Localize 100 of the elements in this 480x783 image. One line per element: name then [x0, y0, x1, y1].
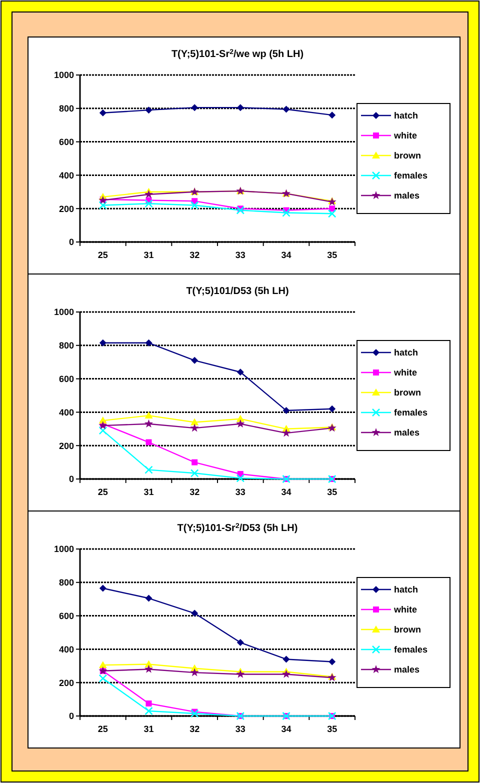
y-tick-label: 200	[58, 204, 74, 214]
x-tick-label: 25	[98, 487, 108, 497]
point	[99, 339, 106, 346]
x-tick-label: 32	[190, 724, 200, 734]
point	[190, 418, 199, 426]
y-tick-label: 1000	[54, 307, 74, 318]
legend-label: females	[394, 170, 428, 181]
point	[144, 190, 154, 198]
point	[144, 412, 153, 419]
y-tick-label: 600	[58, 610, 74, 621]
point	[191, 356, 198, 364]
y-tick-label: 600	[58, 374, 74, 384]
point	[236, 104, 244, 112]
legend-label: white	[393, 130, 418, 141]
legend-label: brown	[394, 150, 421, 161]
point	[144, 466, 153, 474]
x-tick-label: 34	[281, 724, 292, 734]
point	[328, 112, 336, 119]
y-tick-label: 0	[68, 474, 74, 484]
point	[190, 469, 199, 478]
y-tick-label: 400	[58, 644, 74, 654]
point	[282, 208, 290, 217]
point	[146, 700, 152, 706]
y-tick-label: 600	[58, 136, 74, 147]
point	[98, 421, 108, 430]
point	[144, 419, 154, 428]
point	[98, 426, 108, 435]
point	[98, 661, 107, 668]
legend-label: hatch	[394, 110, 418, 121]
x-tick-label: 31	[144, 250, 154, 260]
chart-title: T(Y;5)101-Sr$^{2}$/D53 (5h LH)	[177, 522, 298, 534]
y-tick-label: 800	[58, 104, 74, 114]
x-tick-label: 33	[235, 487, 246, 497]
point	[190, 424, 199, 432]
point	[236, 414, 244, 422]
point	[98, 416, 107, 424]
point	[144, 199, 153, 208]
point	[145, 339, 152, 346]
legend-label: males	[394, 428, 420, 438]
point	[282, 407, 290, 414]
point	[190, 201, 199, 210]
y-tick-label: 400	[58, 170, 74, 180]
legend-label: white	[393, 604, 418, 615]
y-tick-label: 800	[58, 578, 74, 588]
x-tick-label: 33	[235, 250, 246, 260]
point	[144, 664, 154, 673]
y-tick-label: 0	[68, 711, 74, 722]
x-tick-label: 35	[327, 250, 338, 260]
point	[191, 104, 198, 112]
point	[328, 405, 336, 412]
point	[236, 206, 245, 214]
point	[236, 419, 245, 428]
x-tick-label: 25	[98, 724, 108, 734]
legend-label: hatch	[394, 348, 418, 358]
legend-label: males	[394, 190, 420, 201]
chart-title: T(Y;5)101-Sr$^{2}$/we wp (5h LH)	[171, 48, 304, 60]
point	[328, 209, 336, 218]
x-tick-label: 33	[235, 724, 246, 734]
point	[190, 668, 199, 676]
y-tick-label: 200	[58, 440, 74, 451]
legend-label: females	[394, 644, 428, 655]
legend-label: males	[394, 664, 420, 675]
point	[145, 594, 152, 602]
point	[191, 610, 198, 617]
point	[99, 109, 106, 116]
x-tick-label: 32	[190, 487, 200, 497]
y-tick-label: 1000	[54, 544, 74, 554]
point	[329, 206, 336, 212]
point	[146, 439, 152, 446]
x-tick-label: 31	[144, 724, 154, 734]
x-tick-label: 34	[281, 487, 292, 497]
chart-title: T(Y;5)101/D53 (5h LH)	[186, 286, 289, 297]
y-tick-label: 0	[68, 237, 74, 248]
legend-label: brown	[394, 388, 421, 398]
point	[190, 709, 199, 718]
x-tick-label: 34	[281, 250, 292, 260]
point	[282, 656, 290, 663]
legend-label: white	[393, 368, 418, 378]
y-tick-label: 1000	[54, 70, 74, 80]
x-tick-label: 35	[327, 487, 338, 497]
point	[145, 106, 152, 114]
point	[236, 474, 245, 482]
legend-label: females	[394, 408, 428, 418]
point	[99, 584, 106, 592]
legend-label: hatch	[394, 584, 418, 595]
point	[236, 368, 244, 376]
y-tick-label: 200	[58, 678, 74, 688]
point	[236, 670, 245, 678]
y-tick-label: 800	[58, 340, 74, 351]
point	[236, 639, 244, 646]
x-tick-label: 25	[98, 250, 108, 260]
point	[144, 706, 153, 716]
point	[282, 428, 291, 437]
point	[282, 670, 291, 678]
point	[282, 106, 290, 113]
point	[192, 459, 198, 466]
legend-label: brown	[394, 624, 421, 635]
point	[98, 201, 108, 210]
x-tick-label: 31	[144, 487, 154, 497]
y-tick-label: 400	[58, 407, 74, 418]
